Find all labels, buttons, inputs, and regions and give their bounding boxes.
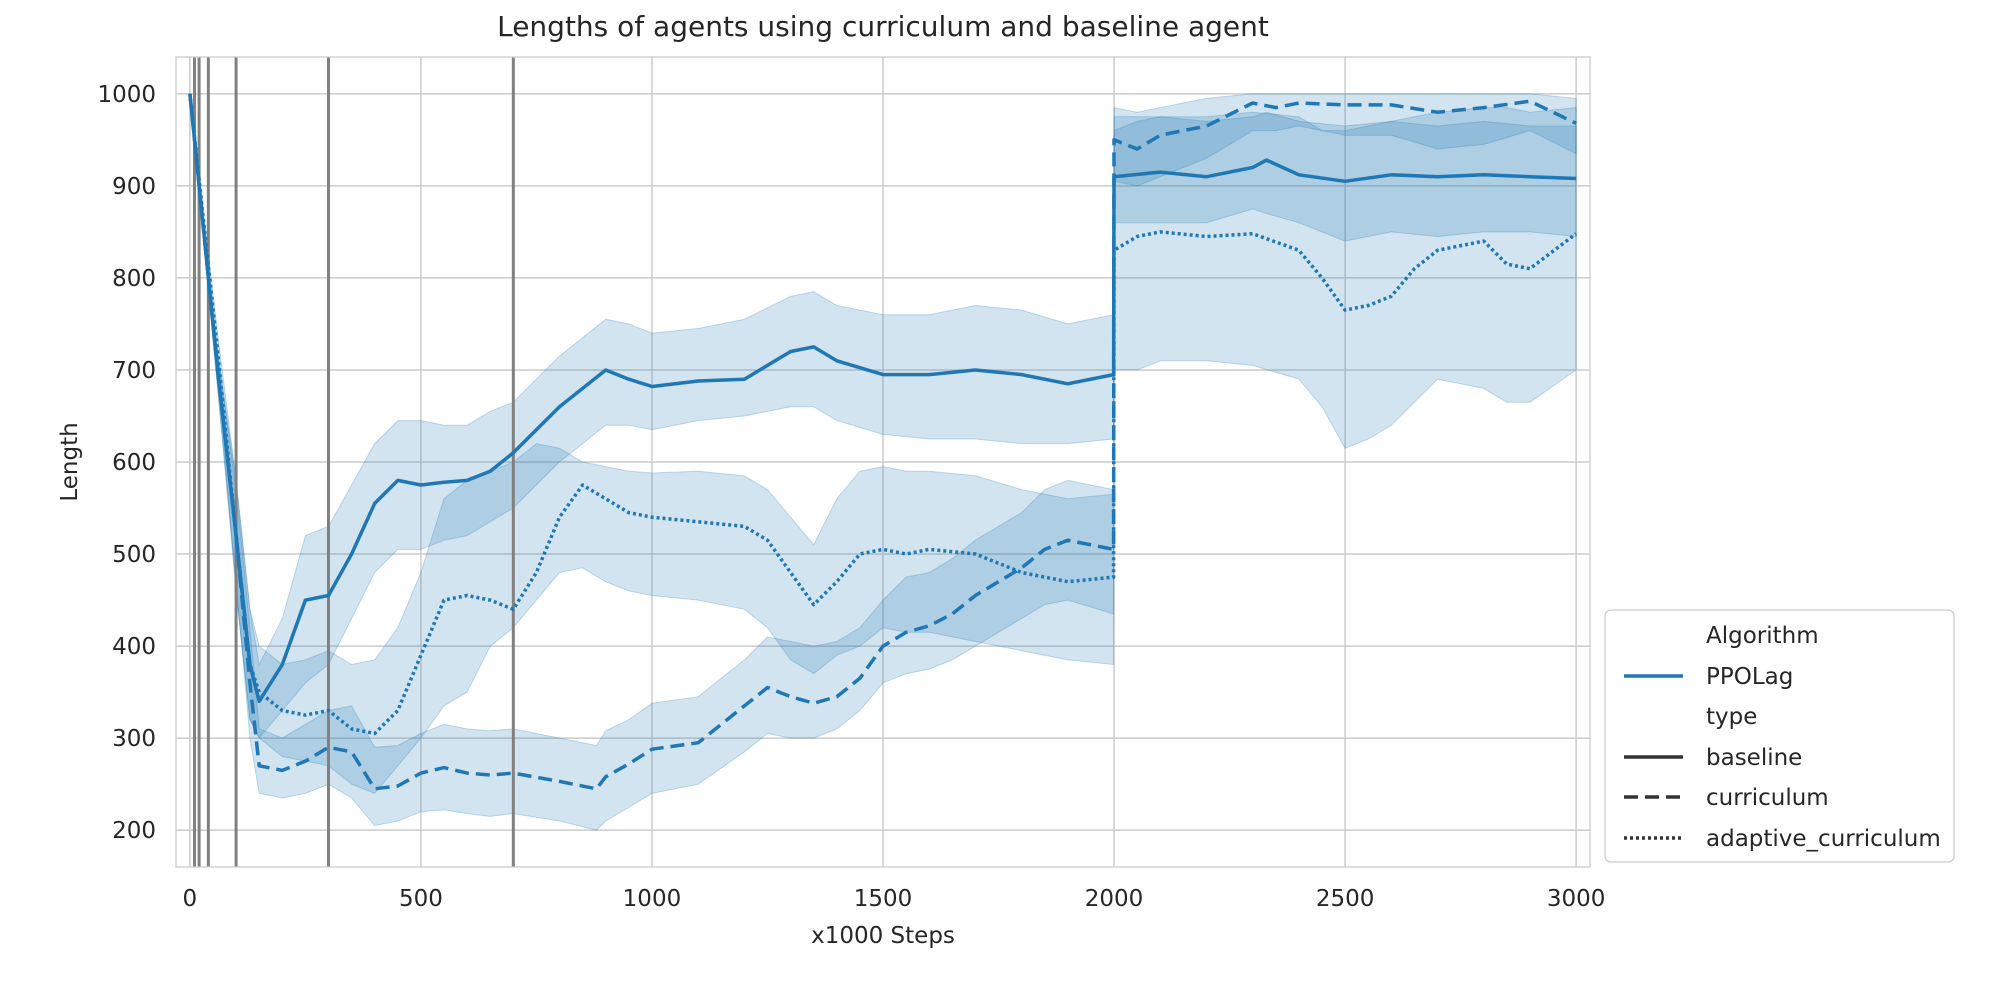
x-tick-label: 1000 [623, 886, 682, 912]
y-tick-label: 600 [112, 450, 156, 476]
legend-label: PPOLag [1706, 664, 1793, 690]
plot-frame [175, 56, 1591, 868]
legend-header: Algorithm [1706, 623, 1819, 649]
y-tick-label: 500 [112, 542, 156, 568]
legend-header: type [1706, 704, 1757, 730]
x-tick-label: 0 [183, 886, 198, 912]
legend-label: adaptive_curriculum [1706, 826, 1941, 852]
x-tick-labels: 0 500 1000 1500 2000 2500 3000 [183, 886, 1606, 912]
y-tick-label: 900 [112, 174, 156, 200]
y-axis-label: Length [57, 422, 83, 501]
legend-label: curriculum [1706, 785, 1829, 811]
x-tick-label: 3000 [1547, 886, 1606, 912]
y-tick-label: 300 [112, 726, 156, 752]
chart-title: Lengths of agents using curriculum and b… [497, 10, 1269, 43]
legend-box [1604, 609, 1955, 863]
x-tick-label: 2500 [1316, 886, 1375, 912]
x-axis-label: x1000 Steps [811, 923, 955, 949]
y-tick-label: 700 [112, 358, 156, 384]
y-tick-label: 1000 [97, 82, 156, 108]
y-tick-label: 800 [112, 266, 156, 292]
series-line-adaptive-curriculum [188, 93, 1578, 736]
legend-items: Algorithm PPOLag type baseline curriculum ada… [1624, 623, 1941, 852]
x-tick-label: 1500 [854, 886, 913, 912]
x-tick-label: 500 [399, 886, 443, 912]
band-adaptive-curriculum [189, 93, 1577, 794]
band-baseline [189, 93, 1577, 740]
y-tick-labels: 200 300 400 500 600 700 800 900 1000 [97, 82, 156, 844]
series-line-curriculum [188, 93, 1577, 791]
legend: Algorithm PPOLag type baseline curriculum ada… [1604, 609, 1955, 863]
series-line-baseline [188, 93, 1577, 704]
series-lines [188, 93, 1578, 791]
y-tick-label: 400 [112, 634, 156, 660]
y-tick-label: 200 [112, 818, 156, 844]
x-tick-label: 2000 [1085, 886, 1144, 912]
legend-label: baseline [1706, 745, 1802, 771]
